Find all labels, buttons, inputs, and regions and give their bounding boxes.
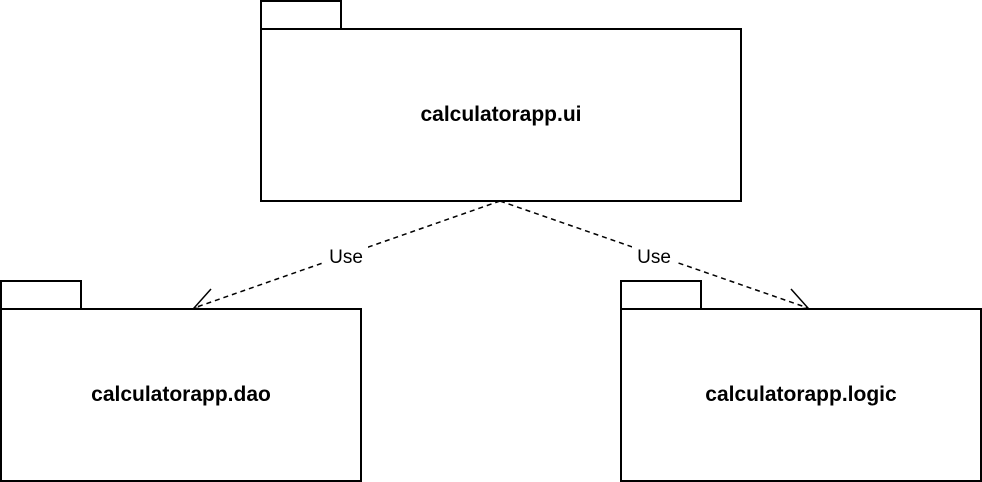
package-body: [260, 28, 742, 202]
package-tab: [260, 0, 342, 30]
package-name: calculatorapp.logic: [705, 383, 897, 406]
package-name: calculatorapp.ui: [420, 103, 581, 126]
package-logic[interactable]: calculatorapp.logic: [620, 280, 982, 482]
dependency-label: Use: [329, 247, 363, 268]
dependency-ui-to-dao: Use: [192, 200, 501, 312]
open-arrowhead: [782, 288, 810, 312]
package-ui[interactable]: calculatorapp.ui: [260, 0, 742, 202]
dependency-label-background: [324, 245, 368, 269]
package-name: calculatorapp.dao: [91, 383, 271, 406]
package-tab: [620, 280, 702, 310]
package-body: [620, 308, 982, 482]
package-dao[interactable]: calculatorapp.dao: [0, 280, 362, 482]
dependency-label: Use: [637, 247, 671, 268]
dependency-label-background: [632, 245, 676, 269]
package-body: [0, 308, 362, 482]
dependency-ui-to-logic: Use: [499, 200, 810, 312]
package-tab: [0, 280, 82, 310]
